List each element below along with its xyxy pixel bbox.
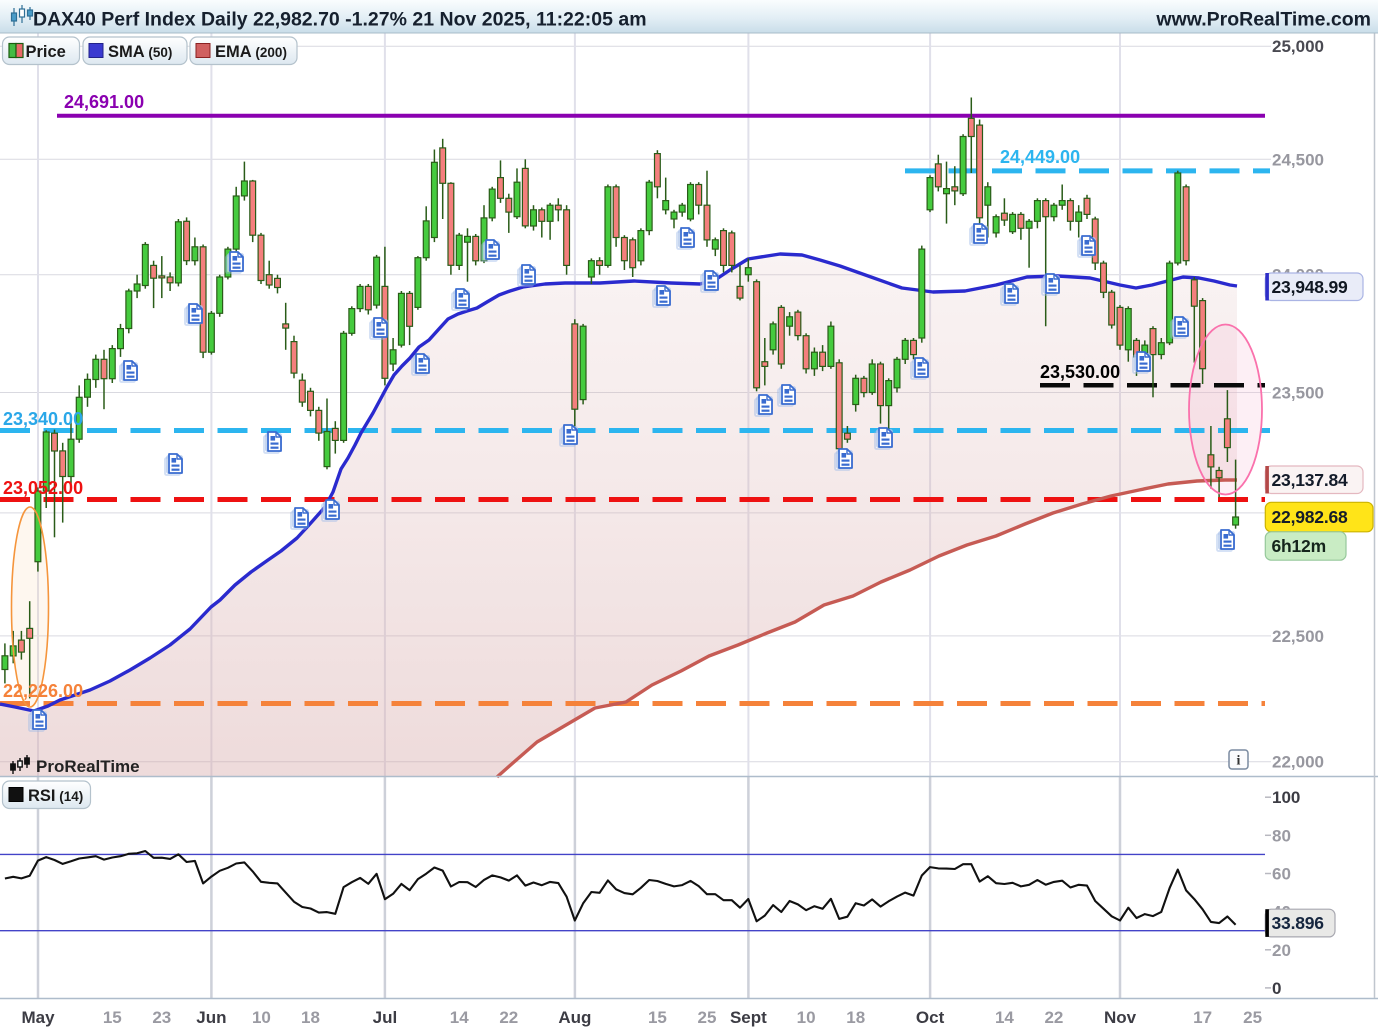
svg-text:www.ProRealTime.com: www.ProRealTime.com [1155,9,1371,31]
svg-text:ProRealTime: ProRealTime [36,757,140,776]
svg-text:May: May [21,1008,55,1027]
svg-text:Aug: Aug [558,1008,591,1027]
svg-text:Jul: Jul [373,1008,398,1027]
svg-text:EMA (200): EMA (200) [215,43,287,61]
svg-text:24,691.00: 24,691.00 [64,92,144,112]
svg-text:17: 17 [1193,1008,1212,1027]
svg-text:Price: Price [26,43,66,61]
svg-text:Nov: Nov [1104,1008,1137,1027]
svg-text:14: 14 [995,1008,1014,1027]
svg-text:10: 10 [797,1008,816,1027]
svg-text:23,500: 23,500 [1272,384,1324,403]
svg-text:10: 10 [252,1008,271,1027]
svg-text:6h12m: 6h12m [1272,536,1326,556]
svg-text:14: 14 [450,1008,469,1027]
svg-text:i: i [1237,754,1241,769]
svg-text:15: 15 [103,1008,122,1027]
svg-text:20: 20 [1272,941,1291,960]
svg-text:25: 25 [1243,1008,1262,1027]
svg-text:Sept: Sept [730,1008,767,1027]
svg-text:Oct: Oct [916,1008,945,1027]
svg-text:DAX40 Perf Index Daily 22,982.: DAX40 Perf Index Daily 22,982.70 -1.27% … [33,9,647,31]
svg-text:22,500: 22,500 [1272,627,1324,646]
svg-text:23: 23 [152,1008,171,1027]
svg-text:22: 22 [499,1008,518,1027]
svg-text:0: 0 [1272,979,1281,998]
svg-text:18: 18 [846,1008,865,1027]
svg-text:RSI (14): RSI (14) [28,787,83,805]
svg-text:23,530.00: 23,530.00 [1040,362,1120,382]
svg-text:60: 60 [1272,865,1291,884]
svg-text:23,137.84: 23,137.84 [1272,470,1349,490]
svg-text:33.896: 33.896 [1272,913,1325,933]
svg-text:100: 100 [1272,788,1300,807]
svg-text:23,948.99: 23,948.99 [1272,277,1349,297]
svg-text:80: 80 [1272,826,1291,845]
svg-text:22: 22 [1044,1008,1063,1027]
svg-text:15: 15 [648,1008,667,1027]
svg-text:24,449.00: 24,449.00 [1000,147,1080,167]
svg-text:18: 18 [301,1008,320,1027]
svg-text:25,000: 25,000 [1272,37,1324,56]
svg-text:25: 25 [698,1008,717,1027]
svg-text:22,226.00: 22,226.00 [3,681,83,701]
svg-text:Jun: Jun [196,1008,226,1027]
svg-text:22,982.68: 22,982.68 [1272,507,1349,527]
svg-text:SMA (50): SMA (50) [108,43,172,61]
svg-text:22,000: 22,000 [1272,753,1324,772]
svg-text:23,340.00: 23,340.00 [3,409,83,429]
svg-text:24,500: 24,500 [1272,150,1324,169]
svg-text:23,052.00: 23,052.00 [3,478,83,498]
